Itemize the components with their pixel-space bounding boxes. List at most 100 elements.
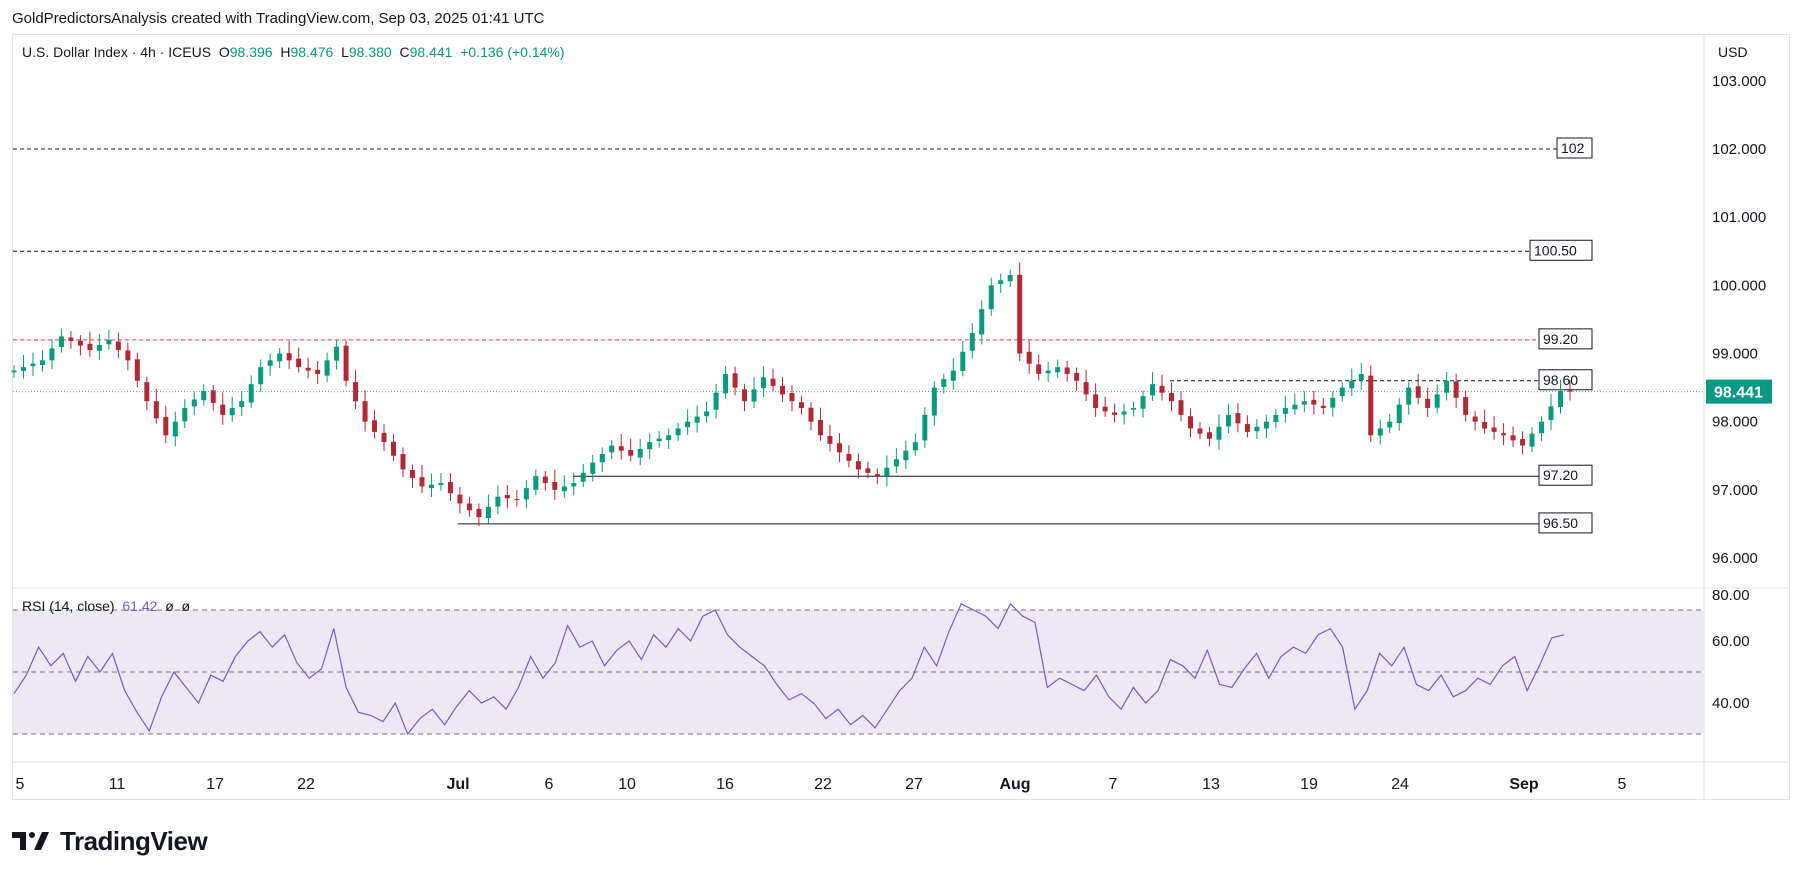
footer-brand: TradingView <box>60 825 208 856</box>
candle-body <box>979 309 985 335</box>
candle-body <box>1045 370 1051 374</box>
candle-body <box>286 353 292 361</box>
currency-label[interactable]: USD <box>1718 44 1748 60</box>
rsi-name: RSI (14, close) <box>22 598 115 614</box>
candle-body <box>1444 380 1450 393</box>
candle-body <box>817 419 823 436</box>
candle-body <box>751 389 757 402</box>
candle-body <box>950 370 956 381</box>
candle-body <box>1434 394 1440 408</box>
candle-body <box>960 351 966 371</box>
candle-body <box>381 432 387 443</box>
candle-body <box>1387 421 1393 428</box>
rsi-extra-2: ø <box>181 598 191 614</box>
candle-body <box>1415 386 1421 398</box>
candle-body <box>191 399 197 407</box>
rsi-axis-tick: 60.00 <box>1712 633 1750 650</box>
price-axis-tick: 103.000 <box>1712 73 1766 90</box>
candle-body <box>808 407 814 422</box>
candle-body <box>874 474 880 477</box>
candle-body <box>561 486 567 492</box>
candle-body <box>1453 381 1459 398</box>
candle-body <box>1254 426 1260 432</box>
candle-body <box>400 454 406 470</box>
chart-canvas[interactable]: 96.000 97.000 98.000 99.000 100.000 101.000 10… <box>0 0 1804 820</box>
candle-body <box>542 476 548 484</box>
candle-body <box>77 340 83 346</box>
level-label-box <box>1529 239 1593 261</box>
candle-body <box>324 360 330 376</box>
time-axis-tick: Aug <box>999 776 1030 793</box>
candle-body <box>362 401 368 422</box>
candle-body <box>675 428 681 436</box>
candle-body <box>1339 387 1345 397</box>
candle-body <box>1017 274 1023 354</box>
level-label: 96.50 <box>1543 515 1578 531</box>
candle-body <box>732 373 738 388</box>
last-price-tag <box>1706 379 1772 404</box>
candle-body <box>296 358 302 368</box>
candle-body <box>1406 387 1412 405</box>
candle-body <box>106 339 112 345</box>
candle-body <box>1349 380 1355 389</box>
rsi-axis-tick: 80.00 <box>1712 587 1750 604</box>
candle-body <box>1330 397 1336 408</box>
candle-body <box>761 377 767 389</box>
candle-body <box>1102 406 1108 412</box>
candle-body <box>1131 408 1137 410</box>
candle-body <box>1491 427 1497 432</box>
candle-body <box>514 499 520 501</box>
candle-body <box>988 285 994 310</box>
candle-body <box>1529 433 1535 447</box>
candle-body <box>20 367 26 371</box>
candle-body <box>305 367 311 371</box>
rsi-series-line <box>13 602 1565 736</box>
price-axis-tick: 96.000 <box>1712 550 1758 567</box>
candle-body <box>428 484 434 489</box>
candle-body <box>523 488 529 500</box>
candle-body <box>1320 405 1326 409</box>
candle-body <box>1036 364 1042 374</box>
price-axis-tick: 99.000 <box>1712 346 1758 363</box>
price-axis-tick: 98.000 <box>1712 414 1758 431</box>
level-label: 100.50 <box>1534 242 1577 258</box>
candle-body <box>903 450 909 461</box>
candle-body <box>457 494 463 504</box>
candle-body <box>1159 385 1165 393</box>
candle-body <box>277 353 283 362</box>
candle-body <box>637 448 643 458</box>
candle-body <box>789 393 795 402</box>
candle-body <box>1539 421 1545 434</box>
candle-body <box>694 416 700 423</box>
time-axis-tick: 22 <box>297 776 315 793</box>
candle-body <box>30 363 36 367</box>
level-label-box <box>1538 464 1593 486</box>
candle-body <box>590 462 596 474</box>
candle-body <box>438 483 444 486</box>
candle-body <box>827 435 833 444</box>
candle-body <box>647 442 653 450</box>
candle-body <box>134 359 140 381</box>
candle-body <box>163 416 169 436</box>
candle-body <box>466 503 472 511</box>
candle-body <box>1520 439 1526 446</box>
candle-body <box>618 446 624 451</box>
time-axis-tick: 10 <box>618 776 636 793</box>
candle-body <box>248 384 254 403</box>
candle-body <box>1368 375 1374 436</box>
candle-body <box>1472 416 1478 422</box>
candle-body <box>552 481 558 490</box>
candle-body <box>334 346 340 361</box>
candle-body <box>1292 404 1298 410</box>
level-label-box <box>1538 369 1593 391</box>
candle-body <box>1093 394 1099 409</box>
candle-body <box>1244 424 1250 432</box>
candle-body <box>258 367 264 385</box>
close-label: C <box>399 44 410 60</box>
level-label-box <box>1538 328 1593 350</box>
rsi-axis-tick: 40.00 <box>1712 695 1750 712</box>
low-label: L <box>341 44 349 60</box>
candle-body <box>1178 400 1184 415</box>
candle-body <box>1216 426 1222 440</box>
candle-body <box>1112 412 1118 415</box>
